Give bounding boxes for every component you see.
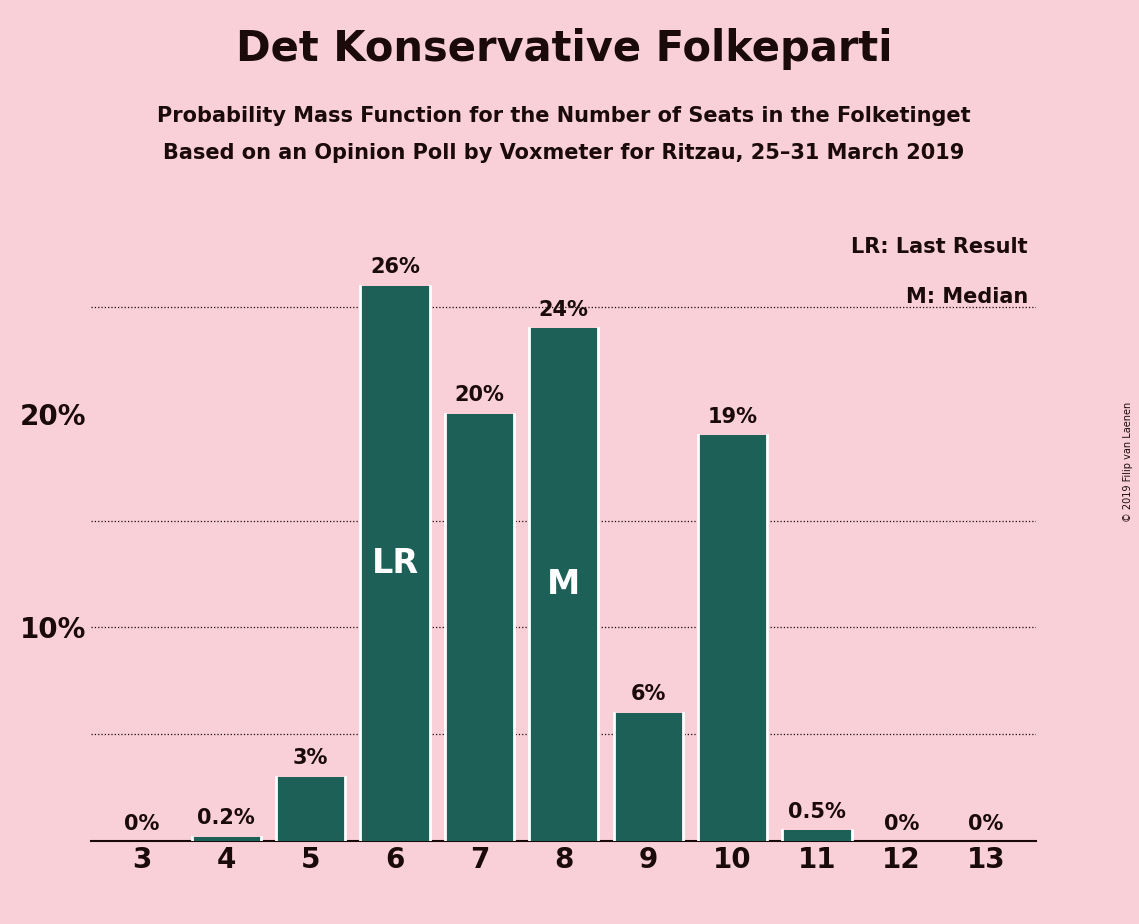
Text: Probability Mass Function for the Number of Seats in the Folketinget: Probability Mass Function for the Number… [157, 106, 970, 127]
Text: 0%: 0% [124, 814, 159, 834]
Bar [530, 329, 598, 841]
Bar [698, 435, 768, 841]
Text: 26%: 26% [370, 257, 420, 277]
Text: M: M [547, 568, 581, 602]
Text: Based on an Opinion Poll by Voxmeter for Ritzau, 25–31 March 2019: Based on an Opinion Poll by Voxmeter for… [163, 143, 965, 164]
Text: 3%: 3% [293, 748, 328, 768]
Text: 0%: 0% [968, 814, 1003, 834]
Bar [276, 777, 345, 841]
Text: 0.2%: 0.2% [197, 808, 255, 828]
Text: 0.5%: 0.5% [788, 802, 846, 821]
Bar [614, 712, 682, 841]
Text: 0%: 0% [884, 814, 919, 834]
Bar [191, 836, 261, 841]
Text: 24%: 24% [539, 300, 589, 320]
Text: LR: LR [371, 547, 418, 580]
Text: 6%: 6% [631, 684, 666, 704]
Bar [782, 830, 852, 841]
Text: © 2019 Filip van Laenen: © 2019 Filip van Laenen [1123, 402, 1133, 522]
Text: LR: Last Result: LR: Last Result [852, 237, 1029, 257]
Text: Det Konservative Folkeparti: Det Konservative Folkeparti [236, 28, 892, 69]
Bar [360, 286, 429, 841]
Text: M: Median: M: Median [906, 286, 1029, 307]
Text: 20%: 20% [454, 385, 505, 406]
Bar [445, 414, 514, 841]
Text: 19%: 19% [707, 407, 757, 427]
